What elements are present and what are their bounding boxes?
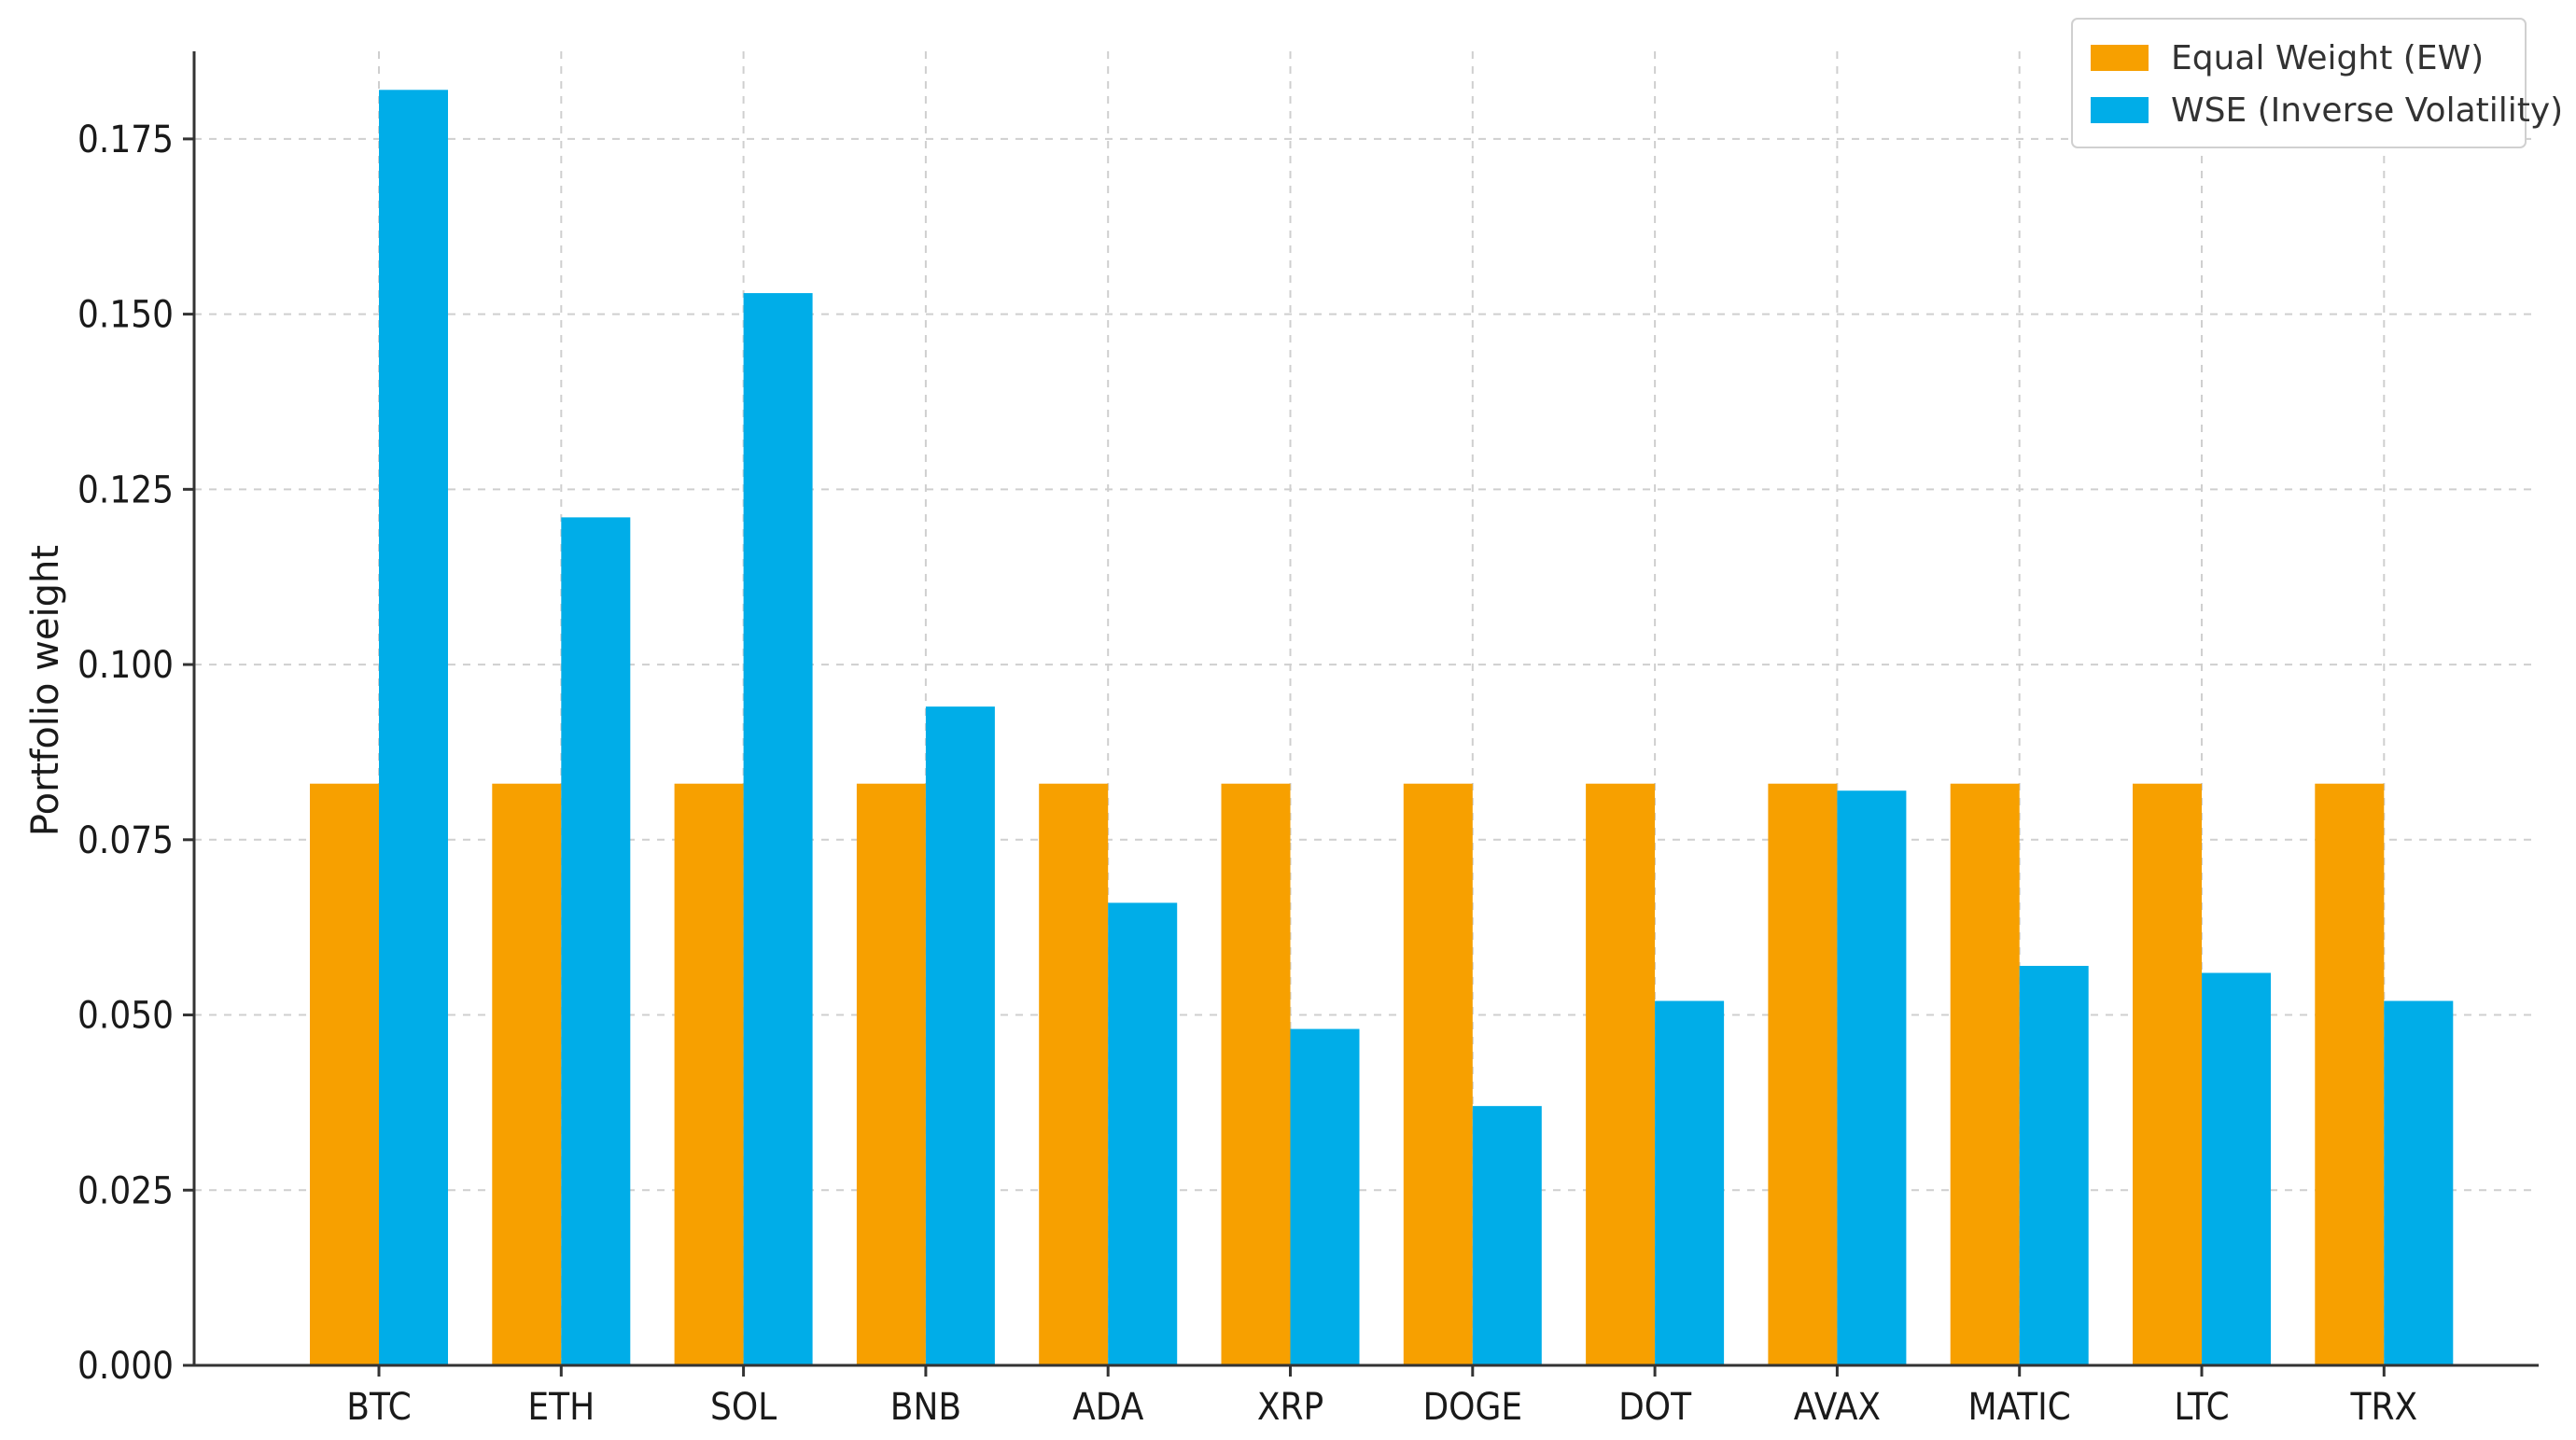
bar-btc-wse [379,90,448,1366]
x-tick-label: LTC [2174,1386,2229,1429]
x-tick-label: DOT [1618,1386,1692,1429]
bar-dot-wse [1655,1000,1725,1365]
bar-ada-wse [1108,902,1178,1365]
y-tick-label: 0.175 [77,119,174,161]
bar-sol-ew [674,783,744,1365]
x-tick-label: AVAX [1794,1386,1881,1429]
x-tick-label: SOL [710,1386,777,1429]
x-tick-label: DOGE [1422,1386,1522,1429]
x-tick-label: ADA [1072,1386,1144,1429]
y-tick-label: 0.150 [77,294,174,337]
bar-btc-ew [310,783,379,1365]
bar-trx-wse [2384,1000,2454,1365]
bars [310,90,2454,1366]
bar-ada-ew [1039,783,1109,1365]
bar-sol-wse [743,293,813,1365]
bar-eth-ew [492,783,562,1365]
legend-swatch-ew [2091,45,2149,71]
legend-box [2071,18,2527,148]
legend-swatch-wse [2091,97,2149,123]
bar-doge-wse [1472,1106,1542,1365]
x-tick-label: ETH [527,1386,595,1429]
x-tick-label: BTC [346,1386,411,1429]
x-tick-label: XRP [1257,1386,1323,1429]
bar-matic-ew [1950,783,2020,1365]
legend: Equal Weight (EW) WSE (Inverse Volatilit… [2071,18,2563,148]
x-tick-labels: BTC ETH SOL BNB ADA XRP DOGE DOT AVAX MATIC LTC TRX [346,1365,2417,1429]
bar-eth-wse [561,517,631,1365]
bar-trx-ew [2315,783,2385,1365]
bar-xrp-wse [1290,1028,1360,1365]
bar-doge-ew [1403,783,1473,1365]
bar-matic-wse [2019,965,2089,1365]
bar-xrp-ew [1221,783,1291,1365]
y-tick-label: 0.000 [77,1345,174,1388]
x-tick-label: BNB [890,1386,961,1429]
legend-label-ew: Equal Weight (EW) [2171,39,2484,77]
y-axis-label: Portfolio weight [24,545,67,836]
bar-ltc-wse [2202,972,2271,1365]
bar-ltc-ew [2133,783,2202,1365]
y-tick-label: 0.025 [77,1169,174,1212]
bar-bnb-wse [925,706,995,1365]
legend-label-wse: WSE (Inverse Volatility) [2171,91,2563,130]
x-tick-label: MATIC [1968,1386,2071,1429]
bar-avax-wse [1837,790,1907,1365]
y-tick-labels: 0.000 0.025 0.050 0.075 0.100 0.125 0.150 0.175 [77,119,194,1388]
bar-bnb-ew [856,783,926,1365]
bar-dot-ew [1586,783,1656,1365]
y-tick-label: 0.100 [77,644,174,687]
axes [192,51,2539,1367]
y-tick-label: 0.075 [77,819,174,862]
y-tick-label: 0.050 [77,995,174,1038]
bar-avax-ew [1768,783,1838,1365]
x-tick-label: TRX [2349,1386,2417,1429]
y-tick-label: 0.125 [77,468,174,511]
